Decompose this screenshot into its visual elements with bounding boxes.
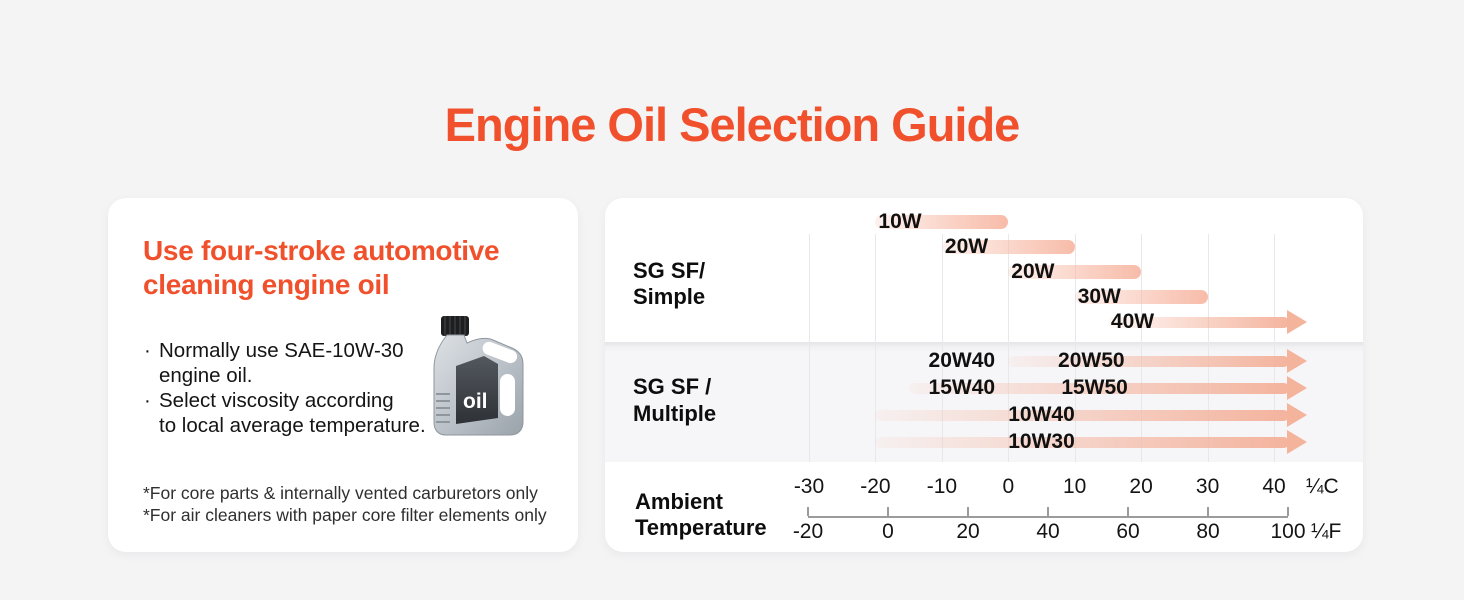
gridline — [1074, 234, 1076, 462]
axis-tick — [1287, 507, 1289, 516]
axis-tick — [967, 507, 969, 516]
page-title: Engine Oil Selection Guide — [444, 98, 1021, 151]
section-label: SG SF / Multiple — [633, 373, 716, 427]
axis-f-label: 0 — [882, 520, 894, 543]
viscosity-bar — [941, 240, 1075, 254]
jug-label-panel — [456, 356, 498, 424]
axis-c-label: -10 — [926, 475, 958, 498]
bullet-text-line2: to local average temperature. — [159, 414, 426, 437]
viscosity-arrow — [875, 436, 1289, 448]
axis-tick — [1127, 507, 1129, 516]
bullet-marker: · — [144, 339, 151, 362]
viscosity-arrow — [908, 382, 1289, 394]
axis-c-label: 0 — [1002, 475, 1015, 498]
oil-grade-label: 10W40 — [1008, 403, 1075, 426]
bullet-text-line2: engine oil. — [159, 364, 253, 387]
info-card-heading: Use four-stroke automotive cleaning engin… — [143, 234, 500, 302]
section-label: SG SF/Simple — [633, 258, 705, 310]
viscosity-arrow-head — [1287, 376, 1307, 400]
axis-line — [808, 516, 1288, 518]
viscosity-arrow — [1107, 316, 1289, 328]
axis-c-label: 40 — [1262, 475, 1286, 498]
gridline — [941, 234, 943, 462]
section-label-line: SG SF/ — [633, 258, 706, 283]
footnote-line: *For core parts & internally vented carb… — [143, 483, 538, 503]
axis-title-line: Temperature — [635, 515, 767, 540]
axis-f-label: 80 — [1196, 520, 1220, 543]
oil-grade-label: 10W30 — [1008, 430, 1075, 453]
bullet-marker: · — [144, 389, 151, 412]
axis-c-label: -20 — [860, 475, 891, 498]
footnotes: *For core parts & internally vented carb… — [143, 483, 547, 526]
chart-card: SG SF/Simple 10W 20W 20W 30W 40W SG SF / Multip… — [605, 198, 1363, 552]
section-label-line: Multiple — [633, 401, 717, 426]
oil-jug-illustration: oil — [433, 316, 524, 436]
axis-tick — [807, 507, 809, 516]
viscosity-arrow-head — [1287, 403, 1307, 427]
info-heading-line1: Use four-stroke automotive — [143, 235, 500, 266]
gridline — [1141, 234, 1143, 462]
bullet-text-line1: Select viscosity according — [159, 389, 394, 412]
viscosity-arrow-head — [1287, 310, 1307, 334]
oil-grade-label: 20W — [944, 235, 989, 258]
axis-unit-c: ¼C — [1306, 475, 1339, 498]
gridline — [1008, 234, 1010, 462]
info-bullet-list: · Normally use SAE-10W-30 engine oil. · … — [144, 338, 426, 438]
bullet-item: · Select viscosity according to local av… — [144, 388, 426, 438]
axis-f-label: 100 — [1270, 520, 1306, 543]
bullet-item: · Normally use SAE-10W-30 engine oil. — [144, 338, 426, 388]
axis-f-label: 40 — [1036, 520, 1060, 543]
oil-grade-label: 20W — [1011, 260, 1055, 283]
info-card: Use four-stroke automotive cleaning engin… — [108, 198, 578, 552]
axis-c-label: 10 — [1063, 475, 1087, 498]
oil-grade-label: 20W40 — [928, 349, 996, 372]
oil-grade-label: 30W — [1077, 285, 1121, 308]
viscosity-bar — [1008, 265, 1142, 279]
oil-grade-label: 10W — [878, 210, 922, 233]
axis-c-label: -30 — [793, 475, 825, 498]
viscosity-arrow-head — [1287, 349, 1307, 373]
viscosity-bar — [875, 215, 1009, 229]
viscosity-chart: SG SF/Simple 10W 20W 20W 30W 40W SG SF / Multip… — [605, 198, 1363, 552]
axis-c-label: 20 — [1129, 475, 1153, 498]
section-label-line: Simple — [633, 284, 706, 309]
oil-grade-label: 20W50 — [1058, 349, 1125, 372]
viscosity-arrow — [1008, 355, 1289, 367]
axis-f-label: 60 — [1116, 520, 1140, 543]
gridline — [1207, 234, 1209, 462]
viscosity-bar — [1074, 290, 1208, 304]
axis-tick — [1207, 507, 1209, 516]
axis-tick — [887, 507, 889, 516]
axis-tick — [1047, 507, 1049, 516]
gridline — [875, 234, 877, 462]
oil-grade-label: 15W50 — [1061, 376, 1128, 399]
viscosity-arrow-head — [1287, 430, 1307, 454]
gridline — [1274, 234, 1275, 462]
section-label-line: SG SF / — [633, 374, 712, 399]
axis-f-label: 20 — [956, 520, 980, 543]
viscosity-arrow — [875, 409, 1289, 421]
info-heading-line2: cleaning engine oil — [143, 269, 390, 300]
axis-unit-f: ¼F — [1311, 520, 1342, 543]
axis-title: Ambient Temperature — [635, 489, 767, 541]
oil-grade-label: 15W40 — [928, 376, 996, 399]
footnote-line: *For air cleaners with paper core filter… — [143, 504, 547, 525]
jug-label-text: oil — [463, 390, 488, 413]
gridline — [809, 234, 810, 462]
axis-c-label: 30 — [1195, 475, 1220, 498]
oil-grade-label: 40W — [1110, 310, 1155, 333]
axis-f-label: -20 — [792, 520, 824, 543]
axis-title-line: Ambient — [635, 489, 723, 514]
bullet-text-line1: Normally use SAE-10W-30 — [159, 339, 404, 362]
